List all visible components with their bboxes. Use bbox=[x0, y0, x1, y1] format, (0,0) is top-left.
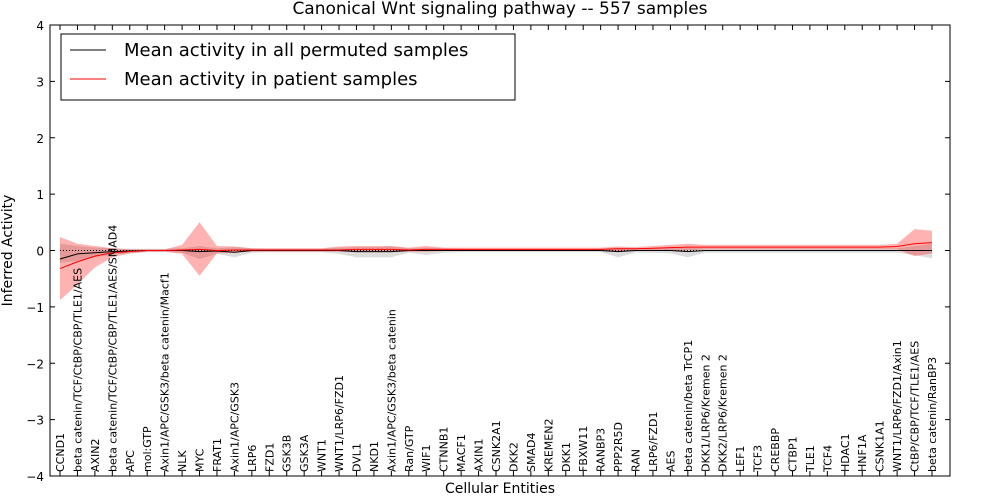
y-axis-title: Inferred Activity bbox=[0, 195, 16, 307]
x-tick-label: DKK2/LRP6/Kremen 2 bbox=[717, 354, 730, 472]
x-tick-label: CtBP/CBP/TCF/TLE1/AES bbox=[909, 341, 922, 472]
x-tick-label: GSK3B bbox=[281, 435, 294, 472]
x-tick-label: beta catenin/TCF/CtBP/CBP/TLE1/AES/SMAD4 bbox=[106, 225, 119, 472]
x-tick-label: mol:GTP bbox=[141, 426, 154, 472]
x-tick-label: GSK3A bbox=[298, 434, 311, 472]
x-tick-label: Axin1/APC/GSK3/beta catenin bbox=[385, 309, 398, 472]
x-tick-label: Ran/GTP bbox=[403, 425, 416, 472]
legend-entry: Mean activity in patient samples bbox=[124, 69, 418, 90]
x-tick-label: TCF4 bbox=[821, 445, 834, 473]
x-tick-label: DKK1 bbox=[560, 442, 573, 472]
plot-area: −4 −3 −2 −1 0 1 2 3 4 CCND1 beta catenin/TCF/CtBP/… bbox=[26, 19, 951, 484]
x-tick-label: WNT1 bbox=[316, 439, 329, 472]
x-tick-label: LEF1 bbox=[734, 446, 747, 472]
x-tick-label: KREMEN2 bbox=[542, 419, 555, 472]
x-tick-label: CREBBP bbox=[769, 428, 782, 472]
x-axis-title: Cellular Entities bbox=[445, 481, 555, 497]
x-tick-label: TCF3 bbox=[752, 445, 765, 473]
x-tick-label: CTNNB1 bbox=[438, 427, 451, 472]
x-tick-label: AXIN1 bbox=[473, 438, 486, 472]
legend-entry: Mean activity in all permuted samples bbox=[124, 40, 468, 61]
x-tick-label: DKK2 bbox=[507, 442, 520, 472]
x-tick-label: WNT1/LRP6/FZD1 bbox=[333, 375, 346, 472]
x-tick-label: HDAC1 bbox=[839, 433, 852, 472]
x-tick-label: FBXW11 bbox=[577, 426, 590, 472]
y-tick-label: 1 bbox=[36, 188, 44, 202]
x-tick-label: SMAD4 bbox=[525, 433, 538, 472]
x-tick-label: LRP6/FZD1 bbox=[647, 412, 660, 472]
x-tick-label: CSNK2A1 bbox=[490, 420, 503, 472]
x-tick-label: WIF1 bbox=[420, 445, 433, 472]
x-tick-label: beta catenin/beta TrCP1 bbox=[682, 340, 695, 472]
y-tick-label: −2 bbox=[26, 357, 44, 371]
x-tick-label: DVL1 bbox=[350, 443, 363, 472]
x-tick-label: RANBP3 bbox=[595, 428, 608, 472]
x-tick-label: CCND1 bbox=[54, 433, 67, 472]
permuted-samples-line bbox=[59, 250, 932, 260]
x-tick-label: AXIN2 bbox=[89, 438, 102, 472]
x-tick-label: NKD1 bbox=[368, 441, 381, 472]
x-tick-label: DKK1/LRP6/Kremen 2 bbox=[699, 354, 712, 472]
x-tick-label: FZD1 bbox=[263, 443, 276, 472]
legend: Mean activity in all permuted samples Mea… bbox=[60, 33, 516, 101]
x-tick-label: RAN bbox=[630, 449, 643, 472]
chart-title: Canonical Wnt signaling pathway -- 557 s… bbox=[292, 0, 707, 19]
x-tick-label: CTBP1 bbox=[786, 436, 799, 472]
x-tick-label: beta catenin/TCF/CtBP/CBP/TLE1/AES bbox=[71, 268, 84, 472]
y-tick-label: 0 bbox=[36, 245, 44, 259]
permuted-samples-band bbox=[60, 243, 932, 263]
x-tick-label: HNF1A bbox=[856, 434, 869, 472]
x-tick-label: WNT1/LRP6/FZD1/Axin1 bbox=[891, 340, 904, 472]
x-tick-label: Axin1/APC/GSK3 bbox=[228, 382, 241, 472]
x-tick-label: LRP6 bbox=[246, 445, 259, 472]
x-tick-label: beta catenin/RanBP3 bbox=[926, 357, 939, 472]
y-tick-label: −1 bbox=[26, 301, 44, 315]
x-tick-label: NLK bbox=[176, 450, 189, 472]
y-tick-label: −3 bbox=[26, 414, 44, 428]
patient-samples-line bbox=[59, 242, 933, 270]
x-tick-label: AES bbox=[664, 451, 677, 472]
x-tick-label: MACF1 bbox=[455, 434, 468, 472]
y-tick-label: −4 bbox=[26, 470, 44, 484]
y-tick-label: 3 bbox=[36, 75, 44, 89]
x-tick-label: PPP2R5D bbox=[612, 422, 625, 472]
x-tick-label: Axin1/APC/GSK3/beta catenin/Macf1 bbox=[159, 272, 172, 472]
x-tick-label: APC bbox=[124, 450, 137, 472]
patient-samples-band bbox=[60, 222, 932, 301]
x-tick-label: TLE1 bbox=[804, 445, 817, 473]
x-tick-label: MYC bbox=[194, 448, 207, 472]
y-tick-label: 4 bbox=[36, 19, 44, 33]
y-tick-label: 2 bbox=[36, 132, 44, 146]
legend-box bbox=[60, 33, 516, 101]
x-tick-label: FRAT1 bbox=[211, 438, 224, 472]
x-tick-label: CSNK1A1 bbox=[874, 420, 887, 472]
